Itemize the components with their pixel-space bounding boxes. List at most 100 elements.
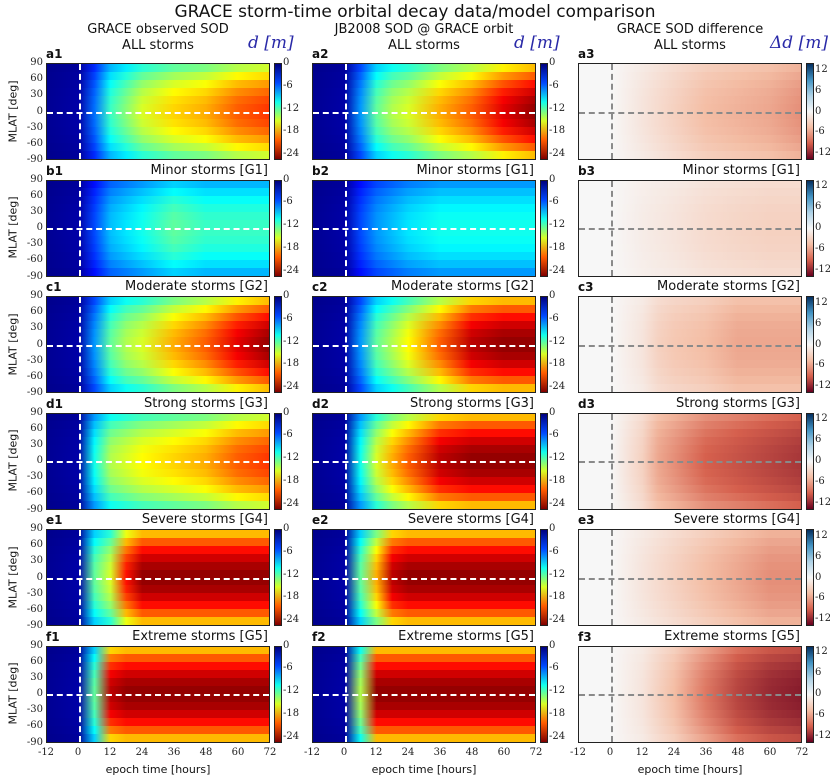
colorbar-tick-label: -12 [549, 452, 566, 464]
heatmap-cell-row [313, 320, 535, 330]
y-tick-label: -90 [26, 270, 43, 282]
heatmap-cell-row [579, 79, 801, 89]
heatmap-cell-row [47, 71, 269, 81]
heatmap-cell-row [47, 670, 269, 679]
x-axis-label: epoch time [hours] [637, 762, 743, 776]
heatmap-cell-row [579, 593, 801, 602]
colorbar-tick-label: 12 [815, 529, 828, 541]
heatmap-cell-row [313, 701, 535, 711]
x-tick-label: 0 [340, 746, 348, 758]
panel-subtitle: Minor storms [G1] [682, 162, 801, 178]
heatmap-cell-row [47, 413, 269, 422]
panel-label: d1 [46, 396, 63, 411]
colorbar [806, 63, 814, 160]
heatmap-cell-row [313, 445, 535, 454]
heatmap-cell-row [579, 127, 801, 136]
colorbar-tick-label: -6 [283, 545, 293, 557]
colorbar-tick-label: -6 [815, 126, 825, 138]
colorbar-tick-label: -24 [283, 148, 300, 160]
heatmap-cell-row [579, 228, 801, 237]
heatmap-cell-row [579, 103, 801, 112]
heatmap-cell-row [579, 180, 801, 189]
heatmap-cell-row [47, 204, 269, 213]
heatmap-cell-row [47, 212, 269, 221]
heatmap-panel-a3 [578, 63, 802, 160]
colorbar [540, 179, 548, 277]
heatmap-cell-row [47, 709, 269, 719]
heatmap-cell-row [313, 585, 535, 594]
colorbar-tick-label: -18 [283, 707, 300, 719]
heatmap-cell-row [579, 686, 801, 695]
colorbar-tick-label: -6 [549, 79, 559, 91]
heatmap-cell-row [47, 569, 269, 578]
heatmap-cell-row [579, 421, 801, 430]
heatmap-cell-row [47, 328, 269, 338]
heatmap-cell-row [313, 376, 535, 385]
heatmap-cell-row [579, 235, 801, 245]
panel-subtitle: Extreme storms [G5] [664, 628, 800, 644]
heatmap-cell-row [579, 492, 801, 502]
heatmap-panel-c1 [46, 296, 270, 393]
heatmap-cell-row [313, 468, 535, 478]
colorbar-tick-label: -12 [549, 685, 566, 697]
colorbar-tick-label: -24 [283, 730, 300, 742]
colorbar-tick-label: 0 [815, 338, 822, 350]
colorbar-tick-label: -24 [549, 497, 566, 509]
y-tick-label: 0 [36, 455, 43, 466]
colorbar [274, 179, 282, 277]
panel-label: a2 [312, 47, 329, 61]
colorbar-tick-label: -6 [815, 359, 825, 371]
y-tick-label: -30 [26, 354, 43, 366]
panel-label: b2 [312, 163, 329, 178]
y-tick-label: -30 [26, 471, 43, 483]
heatmap-panel-a1 [46, 63, 270, 160]
y-axis-label: MLAT [deg] [6, 196, 20, 259]
y-tick-label: -90 [26, 387, 43, 398]
colorbar-tick-label: 0 [283, 173, 290, 185]
equator-line [47, 344, 269, 347]
equator-line [313, 577, 535, 580]
heatmap-cell-row [579, 259, 801, 269]
y-tick-label: 0 [36, 105, 43, 117]
heatmap-cell-row [579, 670, 801, 679]
colorbar-tick-label: -18 [283, 474, 300, 486]
heatmap-panel-c3 [578, 296, 802, 393]
colorbar-tick-label: -6 [283, 312, 293, 324]
colorbar-tick-label: -24 [549, 614, 566, 626]
heatmap-cell-row [313, 196, 535, 205]
heatmap-cell-row [313, 476, 535, 486]
y-tick-label: 30 [30, 555, 43, 567]
heatmap-cell-row [47, 421, 269, 430]
colorbar-tick-label: 0 [815, 105, 822, 117]
heatmap-cell-row [313, 64, 535, 73]
panel-label: a3 [578, 47, 595, 61]
colorbar-tick-label: 12 [815, 63, 828, 75]
column-header-line1: JB2008 SOD @ GRACE orbit [334, 22, 514, 37]
y-tick-label: 0 [36, 571, 43, 583]
heatmap-cell-row [313, 220, 535, 229]
heatmap-cell-row [47, 64, 269, 73]
heatmap-cell-row [579, 601, 801, 610]
heatmap-cell-row [579, 71, 801, 81]
heatmap-cell-row [313, 530, 535, 539]
panel-label: c2 [312, 280, 328, 294]
heatmap-cell-row [47, 585, 269, 594]
panel-label: f2 [312, 629, 326, 644]
heatmap-cell-row [47, 545, 269, 555]
heatmap-cell-row [579, 662, 801, 671]
colorbar-tick-label: -6 [283, 429, 293, 441]
heatmap-cell-row [313, 678, 535, 687]
heatmap-cell-row [47, 561, 269, 571]
heatmap-cell-row [47, 235, 269, 245]
y-tick-label: 60 [30, 422, 43, 434]
heatmap-cell-row [579, 453, 801, 462]
heatmap-cell-row [313, 259, 535, 269]
heatmap-cell-row [313, 95, 535, 105]
column-header-line1: GRACE observed SOD [87, 22, 229, 37]
colorbar-tick-label: 0 [549, 57, 556, 68]
heatmap-cell-row [579, 251, 801, 261]
colorbar-tick-label: -18 [549, 474, 566, 486]
heatmap-cell-row [579, 445, 801, 454]
colorbar-tick-label: 0 [549, 290, 556, 301]
panel-subtitle: Severe storms [G4] [141, 512, 268, 527]
